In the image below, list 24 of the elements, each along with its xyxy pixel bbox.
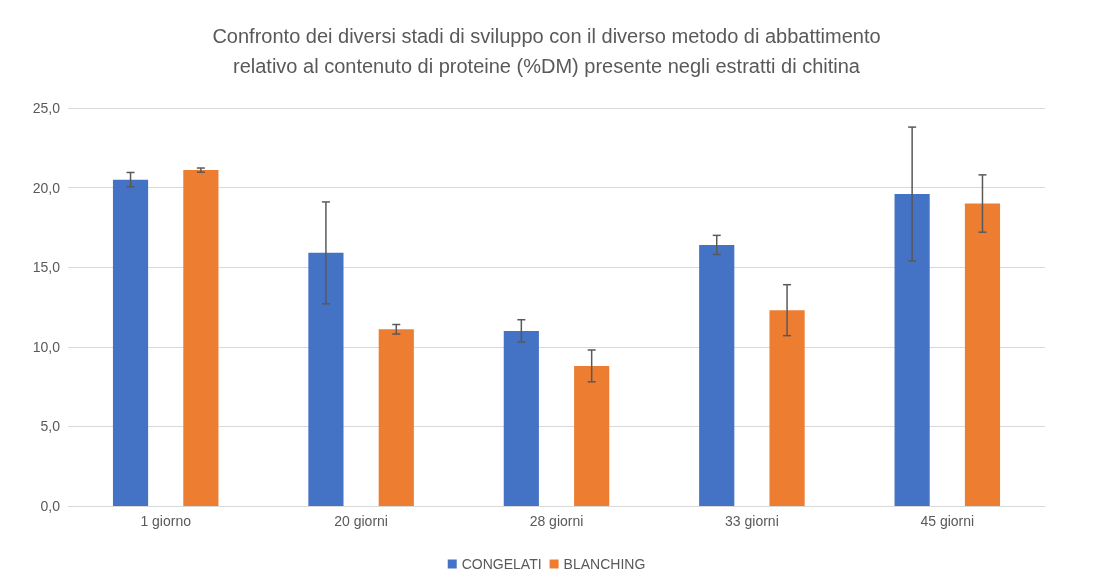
legend-label: BLANCHING (563, 556, 646, 572)
chart-title: Confronto dei diversi stadi di sviluppo con il diverso metodo di abbattimento relativo al contenuto di proteine (%DM) presente negli estratti di chitina (212, 25, 881, 77)
bar (699, 244, 735, 506)
bar (964, 203, 1001, 506)
bar (112, 179, 149, 506)
x-tick-label: 33 giorni (725, 513, 779, 529)
y-tick-label: 0,0 (40, 498, 61, 514)
bar (894, 193, 930, 506)
bar (769, 310, 805, 506)
bar (308, 252, 344, 506)
y-tick-label: 5,0 (40, 418, 61, 435)
legend-label: CONGELATI (461, 556, 542, 572)
y-tick-label: 10,0 (32, 338, 61, 355)
x-tick-label: 28 giorni (529, 513, 584, 529)
x-tick-label: 45 giorni (920, 513, 975, 529)
x-tick-label: 1 giorno (140, 513, 192, 529)
bar (378, 329, 414, 506)
y-tick-label: 15,0 (32, 259, 61, 276)
y-tick-label: 25,0 (32, 100, 61, 116)
bar (503, 330, 539, 506)
bar (183, 170, 219, 506)
x-tick-label: 20 giorni (334, 513, 388, 529)
bar (574, 365, 610, 506)
y-tick-label: 20,0 (32, 179, 61, 196)
